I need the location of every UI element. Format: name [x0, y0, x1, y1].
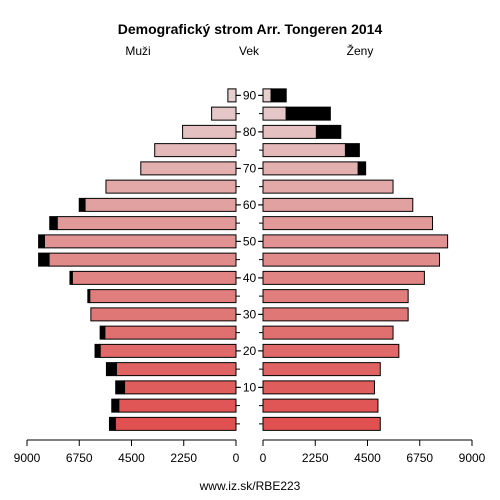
bar-women-30-34 [262, 307, 409, 322]
surplus-men-20-24 [94, 343, 101, 358]
surplus-men-10-14 [115, 380, 126, 395]
x-tick-label-men: 2250 [170, 451, 197, 465]
bar-men-0-4 [114, 416, 237, 431]
bar-women-80-84 [262, 124, 317, 139]
x-tick-label-men: 6750 [66, 451, 93, 465]
surplus-women-70-74 [357, 161, 367, 176]
surplus-men-40-44 [69, 270, 73, 285]
bar-women-50-54 [262, 234, 449, 249]
bar-men-70-74 [140, 161, 237, 176]
age-tick-label: 70 [243, 161, 257, 175]
bar-women-85-89 [262, 106, 287, 121]
bar-women-70-74 [262, 161, 359, 176]
source-footer: www.iz.sk/RBE223 [199, 479, 301, 493]
bar-men-75-79 [154, 143, 237, 158]
x-tick-label-women: 2250 [302, 451, 329, 465]
surplus-women-85-89 [285, 106, 331, 121]
surplus-men-35-39 [87, 289, 91, 304]
surplus-men-55-59 [49, 216, 58, 231]
x-tick-label-women: 9000 [459, 451, 486, 465]
x-tick-label-women: 4500 [354, 451, 381, 465]
bar-men-25-29 [104, 325, 237, 340]
surplus-men-5-9 [111, 398, 120, 413]
age-tick-label: 20 [243, 344, 257, 358]
surplus-women-75-79 [344, 143, 360, 158]
bar-women-90+ [262, 88, 272, 103]
age-tick-label: 50 [243, 234, 257, 248]
age-tick-label: 10 [243, 380, 257, 394]
bar-women-20-24 [262, 343, 400, 358]
x-tick-label-men: 0 [233, 451, 240, 465]
surplus-men-45-49 [38, 252, 50, 267]
left-panel-label: Muži [125, 44, 150, 58]
bar-men-65-69 [105, 179, 237, 194]
bar-men-45-49 [48, 252, 237, 267]
x-tick-label-men: 9000 [14, 451, 41, 465]
surplus-men-60-64 [78, 197, 86, 212]
bar-women-60-64 [262, 197, 414, 212]
age-tick-label: 40 [243, 271, 257, 285]
bar-women-5-9 [262, 398, 379, 413]
bar-women-40-44 [262, 270, 425, 285]
bar-men-90+ [227, 88, 237, 103]
age-tick-label: 30 [243, 307, 257, 321]
bar-men-55-59 [56, 216, 237, 231]
bar-men-30-34 [90, 307, 237, 322]
bar-women-45-49 [262, 252, 440, 267]
bar-men-35-39 [89, 289, 237, 304]
bar-men-50-54 [43, 234, 237, 249]
bar-men-10-14 [124, 380, 237, 395]
age-tick-label: 90 [243, 88, 257, 102]
x-tick-label-women: 0 [260, 451, 267, 465]
bar-women-10-14 [262, 380, 375, 395]
bar-men-80-84 [182, 124, 237, 139]
chart-title: Demografický strom Arr. Tongeren 2014 [118, 21, 383, 37]
age-tick-label: 80 [243, 125, 257, 139]
bar-men-40-44 [71, 270, 237, 285]
surplus-men-25-29 [99, 325, 106, 340]
bar-men-60-64 [84, 197, 237, 212]
age-axis-label: Vek [239, 44, 260, 58]
bar-men-5-9 [118, 398, 237, 413]
bar-women-65-69 [262, 179, 394, 194]
x-tick-label-men: 4500 [118, 451, 145, 465]
surplus-women-80-84 [315, 124, 342, 139]
surplus-women-90+ [270, 88, 287, 103]
age-tick-label: 60 [243, 198, 257, 212]
bar-men-15-19 [115, 362, 237, 377]
bar-men-85-89 [211, 106, 237, 121]
bar-men-20-24 [99, 343, 237, 358]
bar-women-75-79 [262, 143, 346, 158]
surplus-men-50-54 [38, 234, 45, 249]
bar-women-0-4 [262, 416, 381, 431]
bar-women-15-19 [262, 362, 381, 377]
bar-women-35-39 [262, 289, 409, 304]
right-panel-label: Ženy [347, 43, 374, 58]
x-tick-label-women: 6750 [406, 451, 433, 465]
bar-women-25-29 [262, 325, 394, 340]
bar-women-55-59 [262, 216, 434, 231]
surplus-men-15-19 [105, 362, 117, 377]
surplus-men-0-4 [108, 416, 116, 431]
